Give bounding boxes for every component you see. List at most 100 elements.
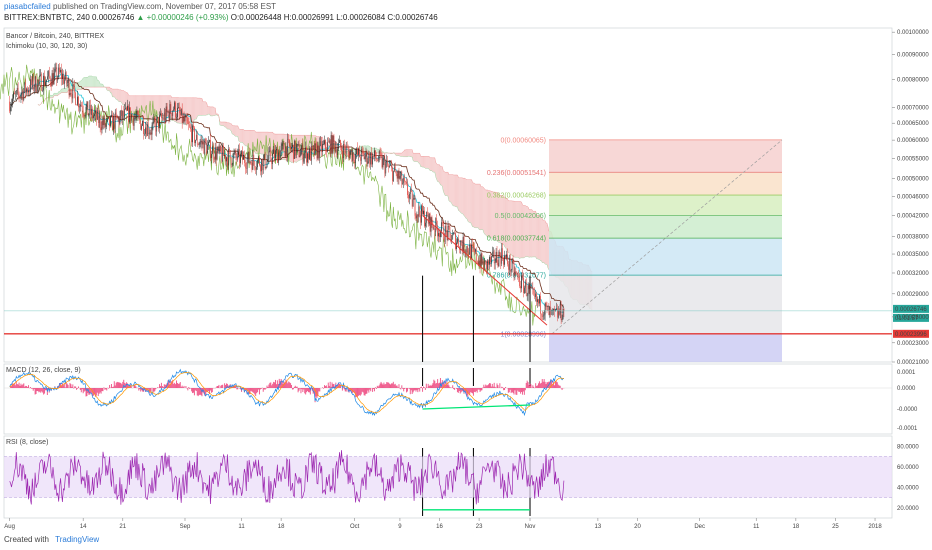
kumo-slice <box>498 195 500 243</box>
candle-body <box>487 260 488 270</box>
candle-body <box>310 148 311 161</box>
macd-histogram-bar <box>544 381 546 388</box>
fib-level-label: 1(0.00023996) <box>500 331 546 338</box>
macd-histogram-bar <box>232 387 234 388</box>
candle-body <box>158 116 159 129</box>
macd-histogram-bar <box>370 388 372 392</box>
tradingview-logo-text[interactable]: TradingView <box>55 535 100 544</box>
macd-histogram-bar <box>515 388 517 395</box>
macd-histogram-bar <box>134 384 136 388</box>
candle-body <box>392 170 394 182</box>
candle-body <box>206 142 208 154</box>
candle-body <box>21 91 23 95</box>
candle-body <box>381 155 383 168</box>
macd-histogram-bar <box>432 383 434 388</box>
macd-histogram-bar <box>153 388 155 393</box>
kumo-slice <box>199 98 201 116</box>
candle-body <box>524 287 525 293</box>
fibonacci-retracement[interactable]: 0(0.00060065) 0.236(0.00051541) 0.382(0.00… <box>487 137 783 362</box>
macd-histogram-bar <box>422 386 424 388</box>
candle-body <box>264 154 266 169</box>
kumo-slice <box>478 184 480 230</box>
macd-histogram-bar <box>503 388 505 391</box>
candle-body <box>238 149 240 152</box>
kumo-slice <box>62 88 64 93</box>
macd-histogram-bar <box>112 386 114 388</box>
macd-histogram-bar <box>338 382 340 388</box>
macd-histogram-bar <box>256 388 258 394</box>
candle-body <box>401 171 403 185</box>
macd-histogram-bar <box>511 388 513 392</box>
kumo-slice <box>219 121 221 126</box>
macd-histogram-bar <box>268 384 270 388</box>
macd-histogram-bar <box>474 388 476 393</box>
macd-histogram-bar <box>102 388 104 392</box>
macd-histogram-bar <box>164 384 166 388</box>
candle-body <box>90 104 92 115</box>
macd-histogram-bar <box>157 387 159 388</box>
candle-body <box>353 152 355 160</box>
candle-body <box>241 151 242 155</box>
candle-body <box>202 141 204 145</box>
kumo-slice <box>466 179 468 222</box>
kumo-slice <box>194 97 196 120</box>
candle-body <box>138 114 140 117</box>
candle-body <box>107 118 109 120</box>
kumo-slice <box>111 88 113 97</box>
candle-body <box>130 114 132 121</box>
rsi-y-label: 20.0000 <box>897 506 919 512</box>
macd-histogram-bar <box>310 388 312 390</box>
kumo-slice <box>86 77 87 88</box>
candle-body <box>548 305 550 316</box>
macd-histogram-bar <box>171 381 173 388</box>
candle-body <box>236 156 238 160</box>
candle-body <box>186 116 188 122</box>
candle-body <box>249 161 251 163</box>
candle-body <box>261 158 263 171</box>
kumo-slice <box>540 216 542 261</box>
candle-body <box>412 199 414 207</box>
annotations[interactable]: 0.00026746 01:01:57 0.00023996 <box>4 215 929 516</box>
candle-body <box>473 245 474 248</box>
candle-body <box>376 158 377 160</box>
macd-histogram-bar <box>85 388 87 397</box>
kumo-slice <box>202 101 204 116</box>
candle-body <box>133 118 135 126</box>
candle-body <box>160 113 161 116</box>
candle-body <box>80 104 82 107</box>
kumo-slice <box>200 98 202 116</box>
macd-histogram-bar <box>205 388 207 396</box>
macd-histogram-bar <box>393 384 395 388</box>
macd-histogram-bar <box>117 382 119 388</box>
macd-histogram-bar <box>257 388 259 393</box>
candle-body <box>461 244 463 251</box>
macd-histogram-bar <box>44 388 46 394</box>
candle-body <box>198 144 200 145</box>
candle-body <box>357 148 358 155</box>
fib-level-label: 0.382(0.00046268) <box>487 193 546 200</box>
candle-body <box>116 115 118 119</box>
candle-body <box>287 138 289 157</box>
candle-body <box>337 148 339 155</box>
macd-histogram-bar <box>385 383 387 388</box>
kumo-slice <box>241 129 243 143</box>
macd-histogram-bar <box>535 383 537 388</box>
candle-body <box>433 228 435 230</box>
kumo-slice <box>484 189 486 235</box>
candle-body <box>77 96 78 105</box>
kumo-slice <box>131 95 133 116</box>
candle-body <box>259 157 260 166</box>
macd-histogram-bar <box>291 384 293 388</box>
candle-body <box>294 140 296 156</box>
candle-body <box>491 251 493 257</box>
macd-histogram-bar <box>147 388 149 390</box>
candle-body <box>555 309 556 311</box>
kumo-slice <box>228 122 230 130</box>
author-link[interactable]: piasabcfailed <box>4 2 51 11</box>
candle-body <box>531 287 533 288</box>
macd-histogram-bar <box>100 388 102 394</box>
macd-histogram-bar <box>473 388 475 392</box>
candle-body <box>78 96 79 108</box>
x-tick-label: Oct <box>350 524 360 530</box>
